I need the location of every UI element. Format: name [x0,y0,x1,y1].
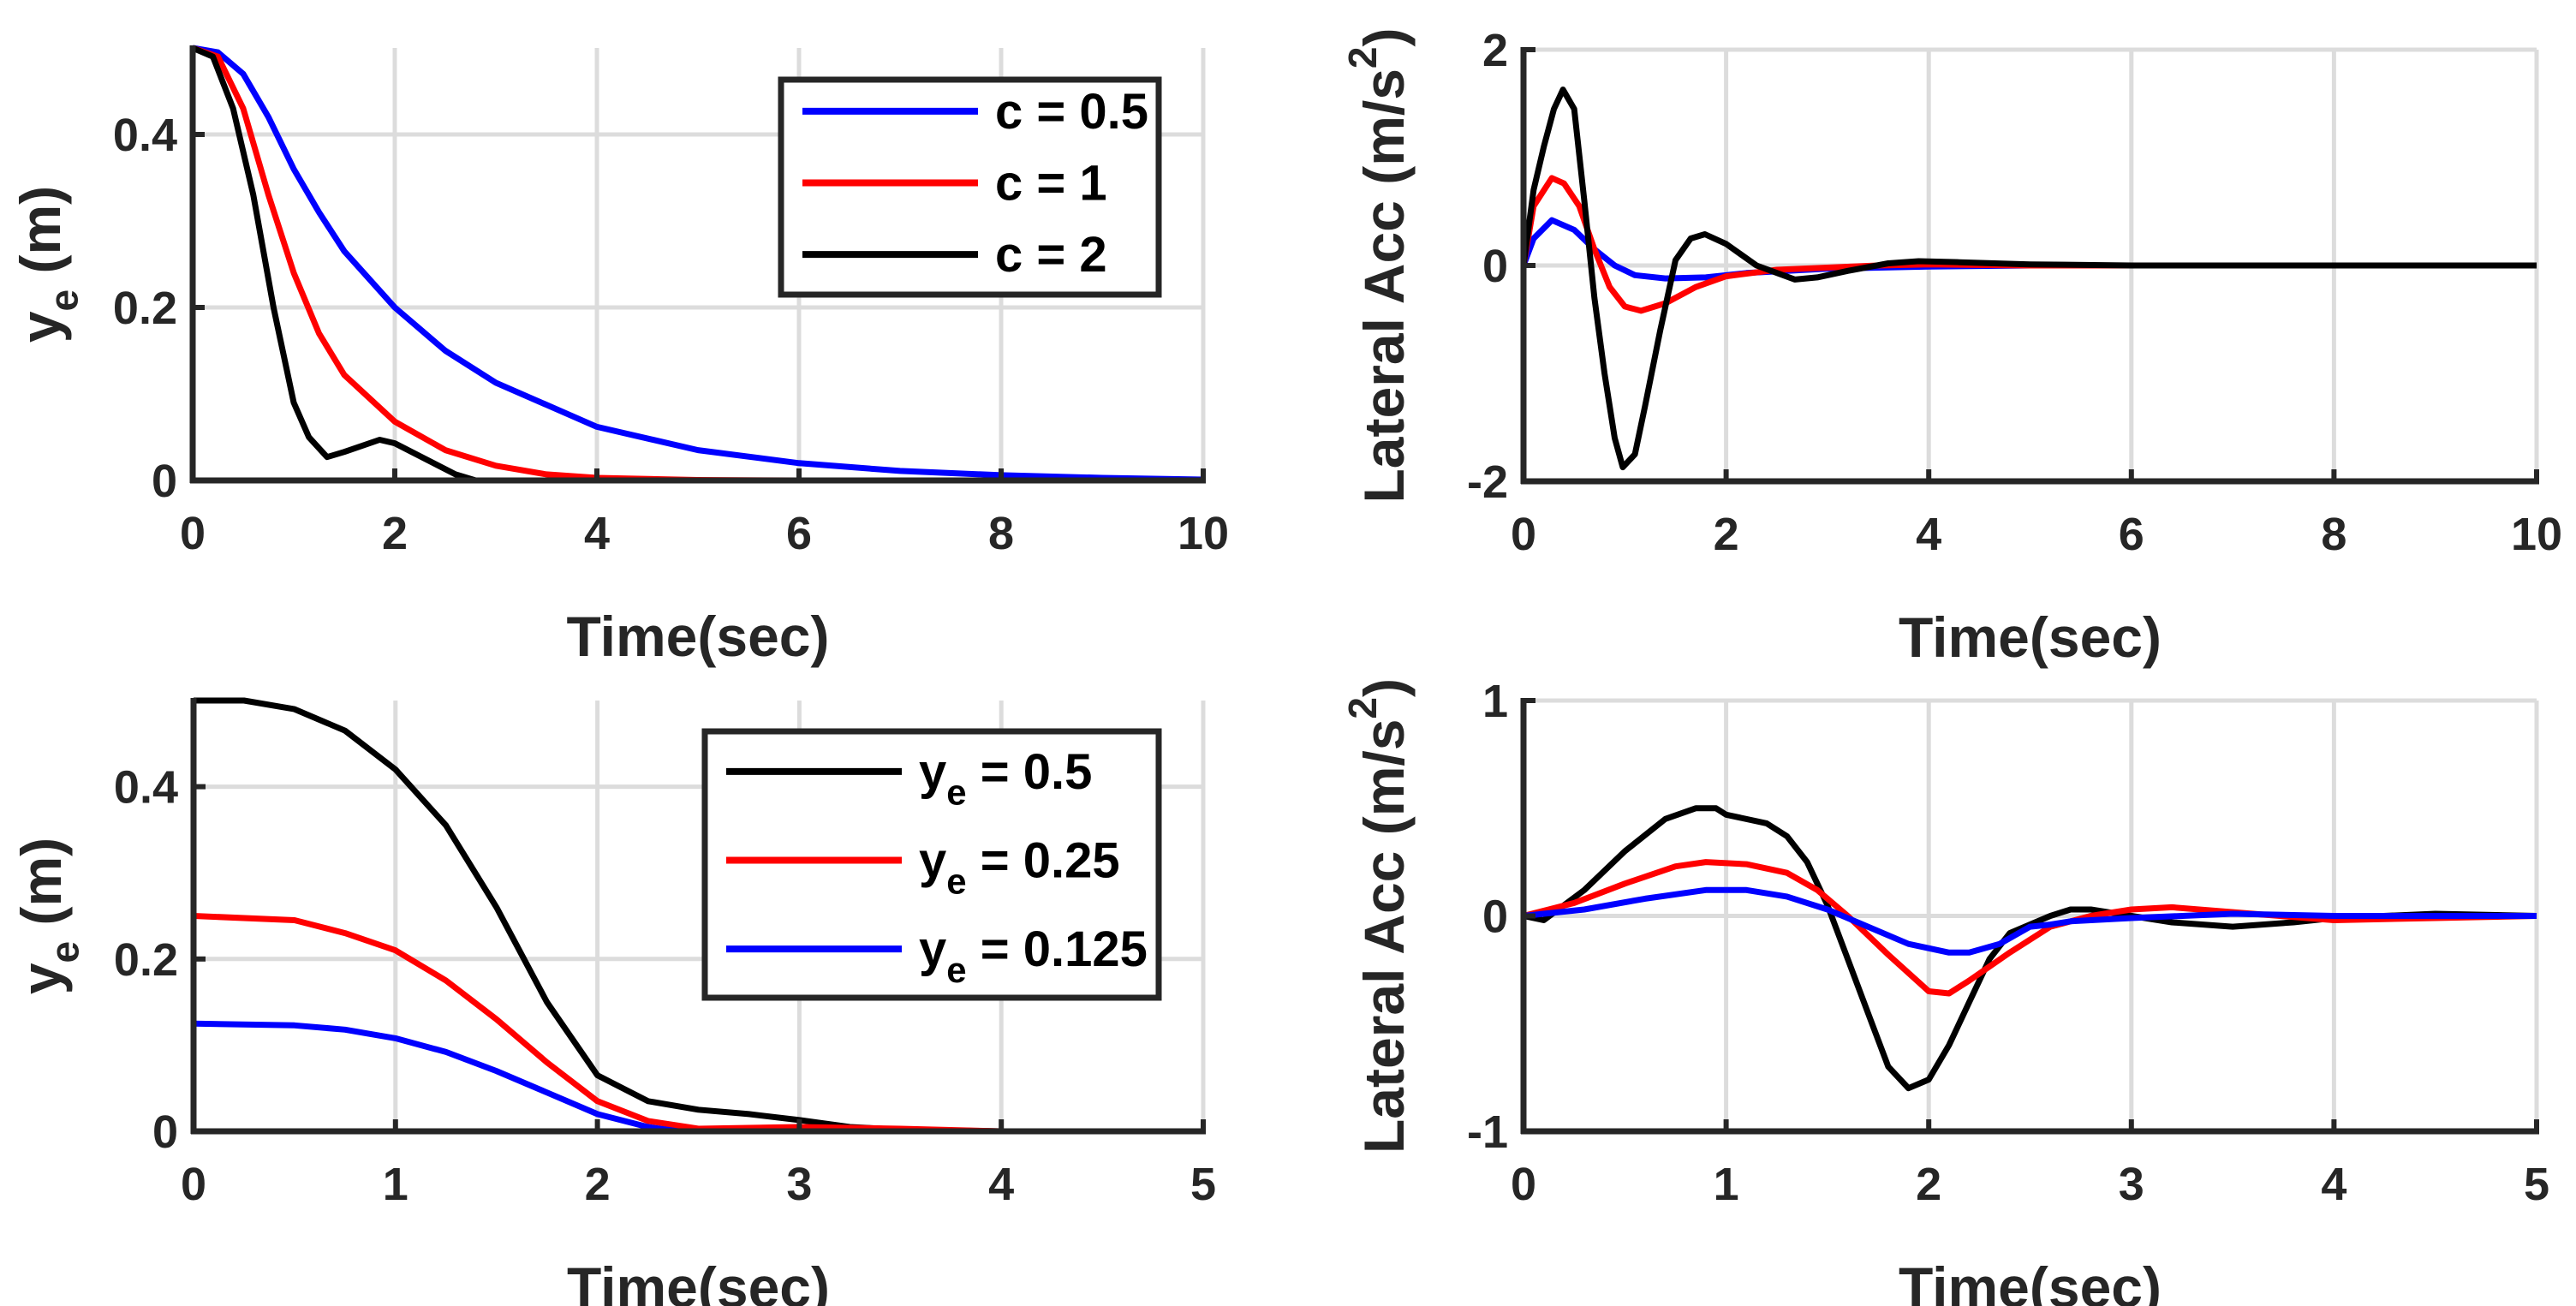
y-tick-label: -1 [1467,1106,1508,1158]
legend-entry-subscript: e [946,950,966,990]
y-tick-label: 0 [1482,241,1508,292]
y-tick-label: 0 [1482,892,1508,943]
x-tick-label: 2 [1916,1159,1941,1210]
y-tick-label: 1 [1482,676,1508,727]
series-line-c-0-5 [192,45,1204,483]
y-tick-label: 2 [1482,25,1508,76]
series-line-y-e-0-25 [1523,859,2537,997]
legend-entry-text: c = 0.5 [995,84,1148,140]
x-tick-label: 10 [2511,509,2562,560]
y-axis-label-text: y [9,311,72,343]
y-axis-label-text-rest: ) [1352,678,1416,697]
series-line-y-e-0-125 [1523,886,2537,956]
x-axis-label: Time(sec) [1899,605,2162,669]
y-tick-label: 0.4 [113,110,177,161]
x-tick-label: 3 [2119,1159,2144,1210]
x-tick-label: 6 [786,508,812,559]
x-axis-label: Time(sec) [567,1255,830,1306]
series-group [1523,805,2537,1092]
x-tick-label: 5 [1190,1159,1216,1210]
series-line-y-e-0-125 [193,1020,1203,1135]
x-tick-label: 2 [382,508,408,559]
x-tick-label: 0 [1511,509,1536,560]
legend-entry: ye = 0.25 [919,833,1120,902]
x-tick-label: 8 [988,508,1014,559]
x-tick-label: 0 [181,1159,206,1210]
series-line-c-1 [1520,175,2537,314]
legend-entry-text: y [919,744,946,800]
y-axis-label-text-rest: (m) [9,186,72,289]
y-axis-label-subscript: e [42,289,86,312]
y-axis-label-text: y [9,963,73,994]
y-axis-label: ye (m) [9,186,86,343]
y-axis-label-text-rest: (m) [9,838,73,941]
x-tick-label: 4 [2321,1159,2346,1210]
x-tick-label: 3 [786,1159,812,1210]
legend-box [778,76,1162,298]
legend-entry-text-rest: = 0.5 [967,744,1093,800]
x-tick-label: 6 [2119,509,2144,560]
x-tick-label: 4 [988,1159,1014,1210]
x-tick-label: 0 [180,508,206,559]
y-tick-label: 0.2 [113,283,177,334]
legend-entry: ye = 0.5 [919,744,1092,813]
y-axis-label-text-rest: ) [1352,27,1416,46]
x-tick-label: 8 [2321,509,2346,560]
legend-entry-text: c = 1 [995,156,1107,212]
y-axis-label-superscript: 2 [1340,46,1385,69]
y-axis-label-superscript: 2 [1340,697,1385,719]
y-tick-label: 0.4 [114,762,178,814]
legend: c = 0.5 c = 1 c = 2 [778,76,1162,298]
x-tick-label: 2 [585,1159,611,1210]
legend-entry-subscript: e [946,861,966,901]
legend-entry: c = 0.5 [995,84,1148,140]
legend-entry-text: c = 2 [995,227,1107,283]
legend-entry-text-rest: = 0.25 [967,833,1120,889]
series-line-y-e-0-25 [193,913,1203,1135]
legend-entry-text: y [919,921,946,977]
legend-entry: c = 2 [995,227,1107,283]
legend-box [701,728,1162,1001]
x-tick-label: 0 [1511,1159,1536,1210]
series-line-c-2 [191,45,1203,484]
legend-entry: ye = 0.125 [919,921,1148,990]
legend-entry-subscript: e [946,772,966,813]
x-axis-label: Time(sec) [567,605,830,668]
series-line-c-2 [1520,86,2537,471]
legend-entry: c = 1 [995,156,1107,212]
y-axis-label: ye (m) [9,838,87,994]
x-tick-label: 1 [1714,1159,1739,1210]
legend-entry-text: y [919,833,946,889]
x-tick-label: 10 [1178,508,1229,559]
series-group [1520,86,2537,471]
y-tick-label: 0 [152,1106,178,1158]
y-tick-label: -2 [1467,456,1508,508]
y-tick-label: 0.2 [114,934,178,986]
x-tick-label: 5 [2524,1159,2549,1210]
legend-entry-text-rest: = 0.125 [967,921,1148,977]
y-axis-label-text: Lateral Acc (m/s [1352,719,1416,1154]
y-axis-label-subscript: e [43,941,87,963]
x-axis-label: Time(sec) [1899,1255,2162,1306]
x-tick-label: 1 [383,1159,408,1210]
y-axis-label: Lateral Acc (m/s2) [1340,27,1416,503]
series-line-y-e-0-5 [1523,805,2537,1092]
y-tick-label: 0 [152,456,177,507]
x-tick-label: 4 [584,508,610,559]
x-tick-label: 4 [1916,509,1941,560]
x-tick-label: 2 [1714,509,1739,560]
y-axis-label: Lateral Acc (m/s2) [1340,678,1416,1154]
y-axis-label-text: Lateral Acc (m/s [1352,69,1416,503]
